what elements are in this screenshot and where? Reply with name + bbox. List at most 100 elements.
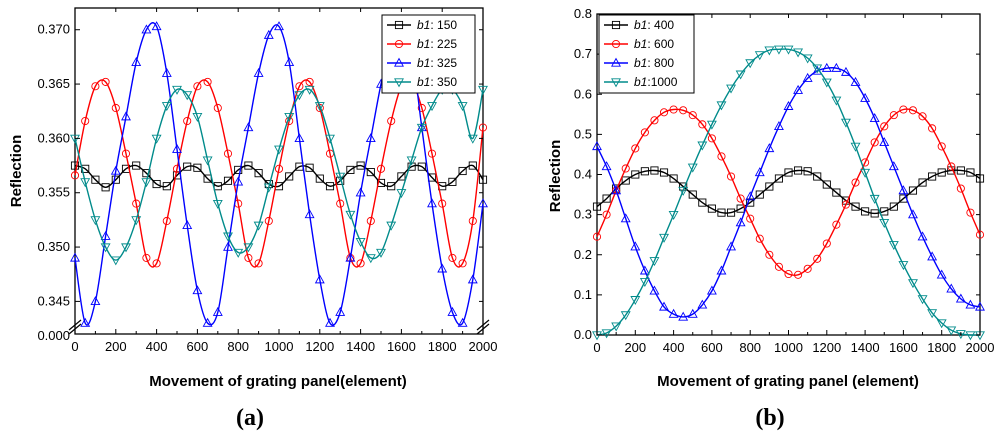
b-series-3-point: [649, 257, 660, 267]
b-series-1-point: [813, 254, 822, 263]
a-series-0-point: [101, 183, 110, 192]
a-legend-marker-2: [394, 57, 404, 67]
b-series-0-point: [698, 198, 707, 207]
a-series-1-point: [427, 149, 437, 158]
a-series-3-point: [253, 221, 264, 231]
b-xtick-label: 200: [624, 340, 646, 355]
a-series-1-point: [274, 164, 284, 173]
b-series-3-point: [965, 331, 976, 341]
b-series-3-point: [611, 322, 622, 332]
b-series-1-point: [774, 262, 783, 271]
b-legend-marker-1: [611, 39, 621, 49]
a-series-3-point: [70, 134, 80, 144]
b-series-2-point: [802, 72, 813, 82]
b-series-1-point: [899, 105, 908, 114]
a-series-2-point: [172, 143, 182, 153]
a-series-2-point: [90, 296, 101, 306]
a-series-2-point: [416, 122, 427, 132]
a-series-0-point: [162, 182, 171, 191]
b-series-0-point: [650, 166, 659, 175]
b-series-1-point: [707, 134, 716, 143]
a-series-0-point: [142, 169, 151, 178]
a-series-3-point: [457, 102, 468, 112]
b-series-1-point: [851, 178, 860, 187]
a-series-1-point: [121, 149, 131, 158]
b-series-2-point: [716, 265, 727, 275]
b-legend-label-3: b1:1000: [634, 75, 678, 89]
a-series-1-point: [193, 82, 202, 91]
a-series-2-point: [274, 21, 284, 31]
b-ytick-label: 0.0: [574, 327, 592, 342]
b-series-0-point: [640, 167, 649, 176]
a-series-1-point: [81, 116, 90, 126]
b-series-2-point: [726, 241, 737, 251]
b-series-3-point: [879, 218, 890, 228]
a-series-3-point: [386, 221, 397, 231]
a-xtick-label: 400: [146, 339, 168, 354]
b-series-1-point: [794, 270, 803, 279]
a-series-2-point: [243, 122, 254, 132]
b-series-2-point: [831, 62, 842, 72]
b-ytick-label: 0.1: [574, 287, 592, 302]
b-series-line-3: [596, 48, 981, 336]
a-series-0-point: [448, 177, 457, 186]
b-series-0-point: [707, 204, 716, 213]
a-series-line-0: [74, 164, 484, 189]
a-series-1-point: [468, 216, 477, 226]
b-series-3-point: [668, 210, 679, 220]
a-series-2-point: [263, 29, 274, 39]
b-series-1-point: [688, 111, 697, 120]
a-series-1-point: [183, 116, 192, 126]
b-series-3-point: [773, 45, 784, 55]
b-series-0-point: [956, 166, 965, 175]
b-series-1-point: [956, 184, 965, 193]
a-legend-label-2: b1: 325: [417, 56, 457, 70]
b-series-0-point: [784, 168, 793, 177]
b-series-1-point: [755, 234, 764, 243]
b-series-2-point: [601, 161, 612, 171]
a-series-1-point: [152, 259, 161, 268]
b-series-1-point: [698, 120, 707, 129]
b-series-0-point: [937, 168, 946, 177]
a-series-2-point: [478, 198, 488, 208]
a-series-1-point: [356, 259, 365, 268]
b-series-2-point: [735, 217, 746, 227]
chart-a-xlabel: Movement of grating panel(element): [149, 373, 407, 390]
a-series-1-point: [70, 171, 80, 180]
b-series-3-point: [927, 309, 938, 319]
b-series-3-point: [697, 141, 708, 151]
a-series-1-point: [254, 259, 263, 268]
b-series-1-point: [975, 230, 985, 239]
b-series-3-point: [850, 142, 861, 152]
a-ytick-label: 0.345: [37, 293, 70, 308]
a-series-3-point: [396, 189, 407, 199]
a-series-3-point: [141, 178, 152, 188]
a-series-0-point: [356, 161, 365, 170]
a-series-3-point: [427, 102, 437, 112]
a-series-0-point: [407, 162, 416, 171]
b-series-2-point: [639, 265, 650, 275]
b-series-2-point: [975, 301, 985, 311]
a-series-2-point: [325, 317, 335, 327]
a-series-0-point: [254, 169, 263, 178]
b-series-0-point: [822, 180, 831, 189]
a-series-0-point: [397, 172, 406, 181]
b-series-2-point: [706, 285, 717, 295]
a-series-2-point: [345, 252, 356, 262]
b-series-3-point: [706, 120, 717, 130]
a-series-1-point: [203, 77, 212, 86]
b-series-2-point: [783, 100, 794, 110]
b-series-2-point: [659, 301, 669, 311]
a-series-3-point: [263, 183, 274, 193]
a-series-3-point: [212, 199, 223, 209]
a-series-3-point: [304, 85, 315, 95]
b-series-line-0: [596, 169, 981, 215]
a-series-3-point: [274, 145, 284, 155]
b-series-1-point: [765, 250, 774, 259]
a-series-0-point: [183, 162, 192, 171]
a-series-1-point: [336, 199, 345, 208]
b-xtick-label: 600: [701, 340, 723, 355]
a-series-2-point: [110, 165, 121, 175]
b-series-1-point: [966, 208, 975, 217]
chart-a-legend: b1: 150 b1: 225 b1: 325 b1: 350: [381, 14, 476, 94]
